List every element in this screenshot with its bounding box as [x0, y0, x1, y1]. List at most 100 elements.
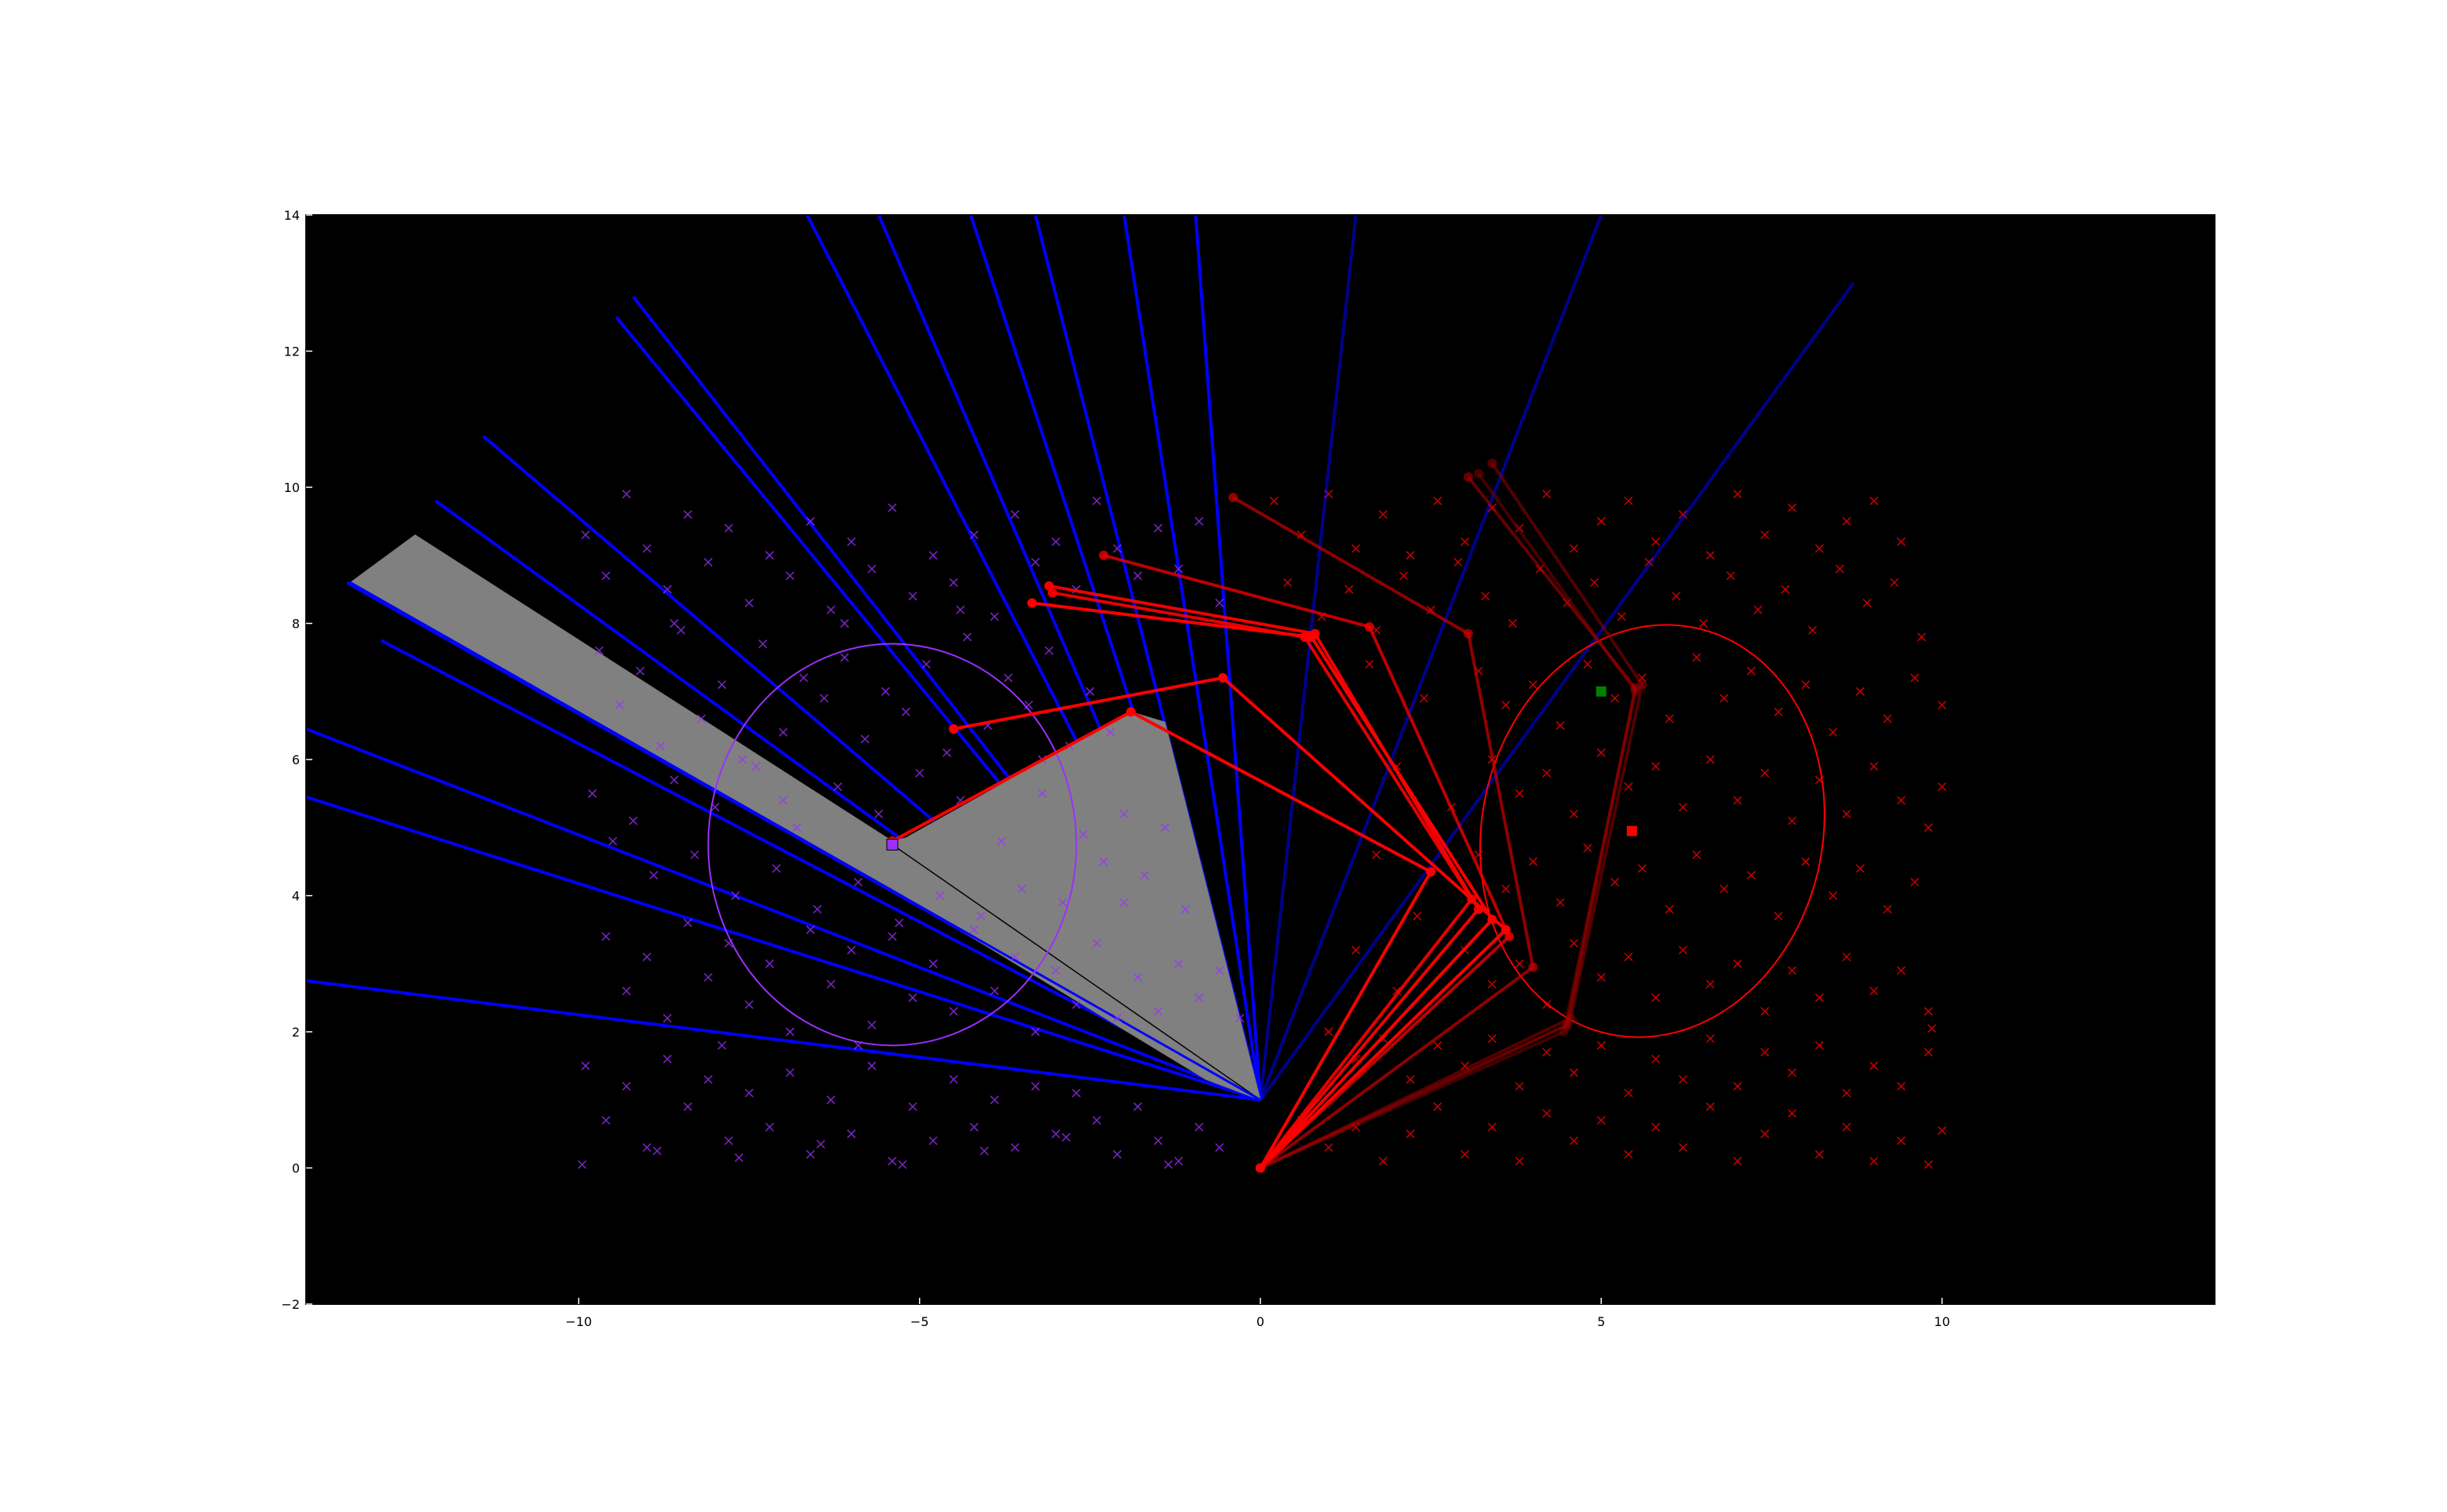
- red-sample-point: [1678, 1075, 1688, 1084]
- red-sample-point: [1651, 537, 1661, 546]
- purple-sample-point: [1154, 1136, 1163, 1146]
- red-sample-point: [1699, 618, 1709, 628]
- red-sample-point: [1705, 755, 1715, 764]
- arm-link: [1103, 553, 1512, 1169]
- red-sample-point: [1883, 905, 1892, 914]
- x-tick-label: −5: [910, 1314, 929, 1329]
- red-sample-point: [1344, 585, 1354, 594]
- occluder-polygon: [349, 534, 1261, 1101]
- red-sample-point: [1672, 592, 1681, 601]
- purple-sample-point: [1215, 598, 1224, 608]
- red-sample-point: [1869, 1061, 1879, 1070]
- red-sample-point: [1760, 1129, 1770, 1139]
- purple-sample-point: [703, 1075, 713, 1084]
- red-sample-point: [1596, 973, 1606, 982]
- sensor-ray: [1194, 215, 1262, 1100]
- purple-sample-point: [690, 850, 699, 860]
- purple-sample-point: [662, 1055, 672, 1064]
- purple-sample-point: [786, 1068, 795, 1077]
- red-sample-point: [1896, 796, 1906, 805]
- arm-link: [1260, 475, 1637, 1170]
- red-sample-point: [1719, 884, 1729, 894]
- red-sample-point: [1842, 1088, 1851, 1098]
- purple-sample-point: [1078, 829, 1088, 839]
- red-sample-point: [1869, 762, 1879, 771]
- purple-sample-point: [656, 741, 666, 751]
- purple-sample-point: [1194, 1122, 1204, 1132]
- red-sample-point: [1433, 496, 1442, 505]
- purple-sample-point: [840, 653, 849, 662]
- red-sample-point: [1760, 530, 1770, 540]
- y-tick-label: 2: [292, 1025, 300, 1040]
- red-sample-point: [1651, 1122, 1661, 1132]
- y-tick-label: 10: [284, 480, 300, 495]
- red-sample-point: [1842, 953, 1851, 962]
- purple-sample-point: [581, 1061, 590, 1070]
- y-tick-label: 6: [292, 752, 300, 767]
- red-sample-point: [1528, 680, 1537, 690]
- purple-sample-point: [745, 1000, 754, 1009]
- purple-sample-point: [990, 1095, 999, 1105]
- x-tick-label: 10: [1934, 1314, 1949, 1329]
- red-sample-point: [1807, 625, 1818, 635]
- purple-sample-point: [771, 864, 781, 873]
- red-sample-point: [1774, 707, 1783, 716]
- sensor-ray: [306, 795, 1261, 1102]
- red-sample-point: [1924, 1007, 1933, 1016]
- purple-uncertainty-ellipse: [707, 643, 1078, 1047]
- arm-link: [953, 676, 1508, 1169]
- axes-background: [306, 215, 2215, 1304]
- red-sample-point: [1461, 1149, 1470, 1159]
- purple-sample-point: [921, 659, 931, 669]
- red-sample-point: [1542, 1109, 1552, 1118]
- purple-sample-point: [990, 612, 999, 621]
- red-estimate-marker: [1625, 825, 1638, 837]
- purple-sample-point: [942, 748, 952, 757]
- arm-joint: [1487, 914, 1497, 924]
- red-sample-point: [1829, 891, 1838, 901]
- purple-sample-point: [1215, 1142, 1224, 1153]
- red-sample-point: [1787, 1068, 1797, 1077]
- arm-joint: [1487, 458, 1497, 468]
- purple-sample-point: [601, 571, 611, 581]
- purple-sample-point: [853, 877, 863, 887]
- purple-sample-point: [1092, 1116, 1102, 1125]
- red-sample-point: [1665, 905, 1674, 914]
- purple-sample-point: [1174, 1157, 1183, 1166]
- red-sample-point: [1678, 803, 1688, 812]
- purple-sample-point: [1010, 953, 1019, 962]
- purple-sample-point: [901, 707, 910, 716]
- red-sample-point: [1787, 816, 1797, 825]
- purple-sample-point: [724, 1136, 734, 1146]
- purple-sample-point: [969, 530, 979, 540]
- red-sample-point: [1938, 782, 1947, 792]
- purple-sample-point: [683, 510, 692, 519]
- red-sample-point: [1596, 748, 1606, 757]
- red-sample-point: [1569, 938, 1579, 948]
- red-sample-point: [1869, 1157, 1879, 1166]
- x-tick-label: −10: [566, 1314, 593, 1329]
- red-sample-point: [1624, 782, 1633, 792]
- red-sample-point: [1351, 945, 1361, 955]
- red-sample-point: [1814, 993, 1824, 1003]
- red-sample-point: [1869, 986, 1879, 996]
- purple-sample-point: [1010, 1142, 1019, 1153]
- purple-sample-point: [1174, 959, 1183, 968]
- purple-sample-point: [806, 1149, 815, 1159]
- arm-link: [1232, 496, 1535, 1170]
- purple-sample-point: [588, 789, 597, 798]
- purple-sample-point: [636, 666, 645, 676]
- red-sample-point: [1760, 1007, 1770, 1016]
- red-sample-point: [1378, 510, 1388, 519]
- purple-sample-point: [642, 544, 651, 553]
- purple-sample-point: [826, 979, 836, 989]
- purple-sample-point: [669, 618, 679, 628]
- axis-ticks: −10 −5 0 5 10 −2 0 2 4 6 8 10 12 14: [281, 208, 1949, 1329]
- red-sample-point: [1487, 979, 1497, 989]
- purple-sample-point: [1113, 1149, 1122, 1159]
- red-sample-point: [1569, 1136, 1579, 1146]
- red-sample-point: [1555, 898, 1565, 907]
- purple-sample-point: [1119, 809, 1129, 818]
- purple-sample-point: [786, 1027, 795, 1037]
